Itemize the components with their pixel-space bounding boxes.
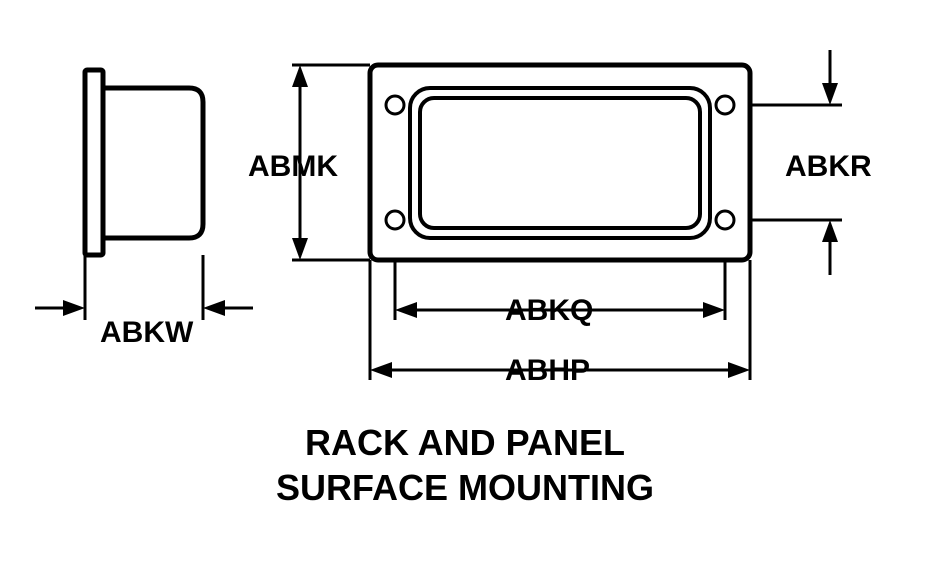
title-line-2: SURFACE MOUNTING bbox=[0, 465, 930, 510]
dim-label-abkr: ABKR bbox=[785, 150, 872, 184]
dim-label-abkw: ABKW bbox=[100, 316, 193, 350]
dim-label-abkq: ABKQ bbox=[505, 294, 593, 328]
dim-label-abhp: ABHP bbox=[505, 354, 590, 388]
dim-label-abmk: ABMK bbox=[248, 150, 338, 184]
title-line-1: RACK AND PANEL bbox=[0, 420, 930, 465]
diagram-title: RACK AND PANEL SURFACE MOUNTING bbox=[0, 420, 930, 510]
